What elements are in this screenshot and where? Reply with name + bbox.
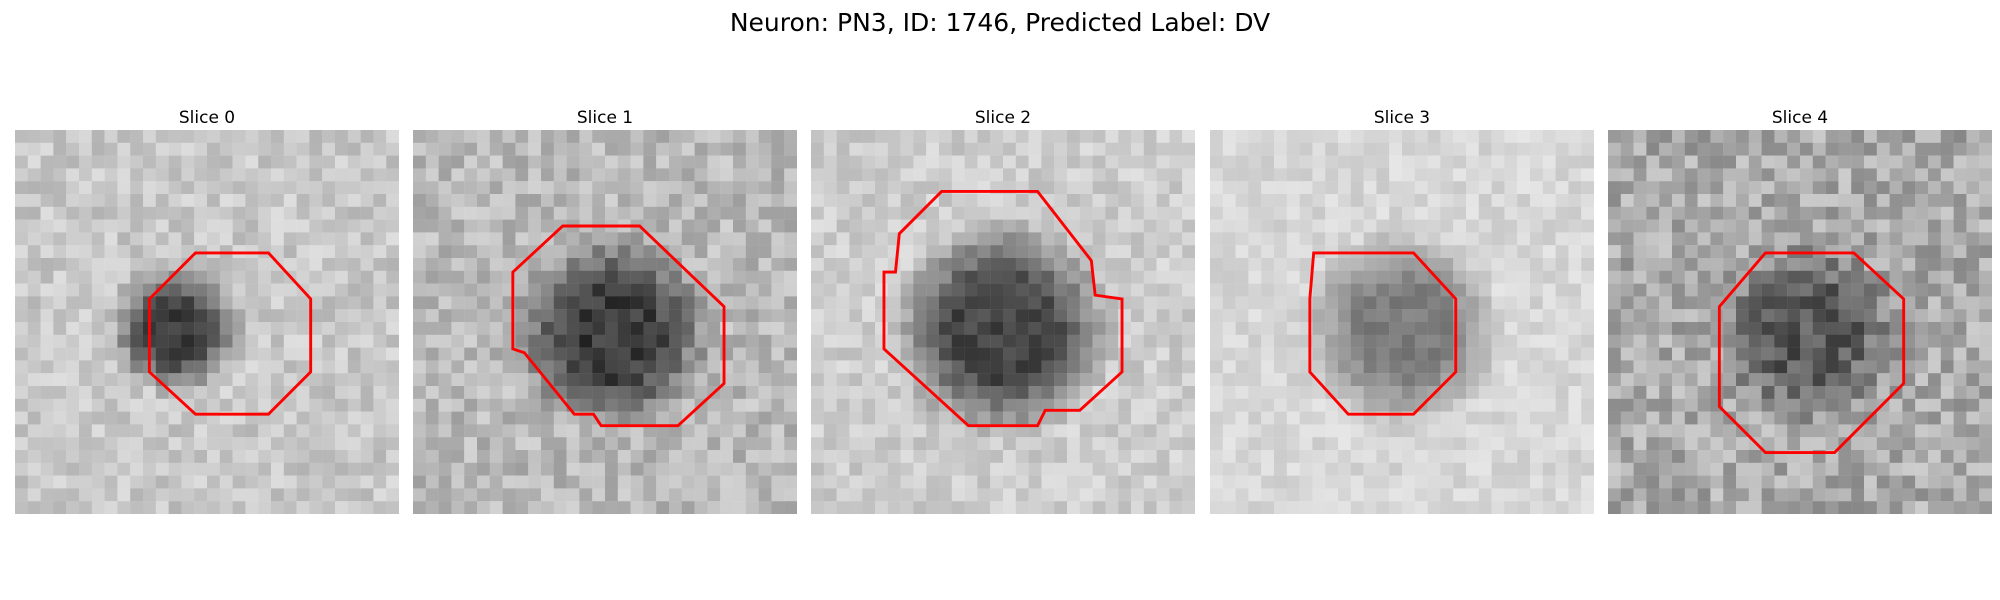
slice-image — [1210, 130, 1594, 514]
slice-panel-3: Slice 3 — [1210, 108, 1594, 514]
slice-title: Slice 4 — [1771, 108, 1829, 128]
slice-title: Slice 2 — [974, 108, 1032, 128]
slice-image — [413, 130, 797, 514]
slice-panel-0: Slice 0 — [15, 108, 399, 514]
neuron-contour — [511, 224, 726, 428]
slice-title: Slice 3 — [1373, 108, 1431, 128]
neuron-contour — [1308, 251, 1458, 416]
slice-image — [811, 130, 1195, 514]
slice-title: Slice 0 — [178, 108, 236, 128]
slice-title: Slice 1 — [576, 108, 634, 128]
slice-panel-4: Slice 4 — [1608, 108, 1992, 514]
slice-panel-2: Slice 2 — [811, 108, 1195, 514]
neuron-contour — [882, 189, 1124, 428]
figure-title: Neuron: PN3, ID: 1746, Predicted Label: … — [729, 8, 1271, 37]
neuron-contour — [1717, 251, 1906, 455]
slice-image — [1608, 130, 1992, 514]
slice-panel-1: Slice 1 — [413, 108, 797, 514]
slice-image — [15, 130, 399, 514]
neuron-contour — [147, 251, 313, 416]
